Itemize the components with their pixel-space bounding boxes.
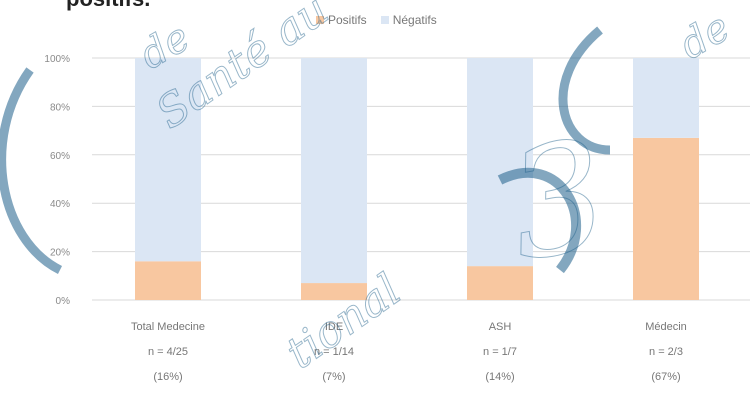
category-label: Total Medecine <box>131 321 205 333</box>
legend-label-positifs: Positifs <box>328 13 367 27</box>
category-percent: (67%) <box>651 371 680 383</box>
category-label: ASH <box>489 321 512 333</box>
bar-negatifs <box>301 58 367 284</box>
category-count: n = 2/3 <box>649 346 683 358</box>
category-label: Médecin <box>645 321 687 333</box>
legend-item-positifs: Positifs <box>316 13 367 27</box>
category-percent: (16%) <box>153 371 182 383</box>
legend-swatch-negatifs <box>380 16 389 24</box>
bar-negatifs <box>467 58 533 267</box>
category-count: n = 1/7 <box>483 346 517 358</box>
legend-label-negatifs: Négatifs <box>392 13 437 27</box>
bar-positifs <box>633 137 699 300</box>
category-label: IDE <box>325 321 343 333</box>
category-percent: (7%) <box>322 371 345 383</box>
legend-item-negatifs: Négatifs <box>380 13 437 27</box>
chart-title: positifs. <box>66 0 150 12</box>
legend-swatch-positifs <box>316 16 324 24</box>
y-tick-label: 100% <box>44 54 70 65</box>
bar-positifs <box>467 266 533 300</box>
y-tick-label: 20% <box>50 248 70 259</box>
y-tick-label: 0% <box>56 296 71 307</box>
chart-legend: Positifs Négatifs <box>316 13 437 27</box>
bar-positifs <box>301 283 367 300</box>
y-tick-label: 40% <box>50 199 70 210</box>
bar-positifs <box>135 261 201 300</box>
category-percent: (14%) <box>485 371 514 383</box>
bar-negatifs <box>135 58 201 262</box>
bar-negatifs <box>633 58 699 138</box>
y-tick-label: 80% <box>50 102 70 113</box>
category-count: n = 4/25 <box>148 346 188 358</box>
category-count: n = 1/14 <box>314 346 354 358</box>
y-tick-label: 60% <box>50 151 70 162</box>
